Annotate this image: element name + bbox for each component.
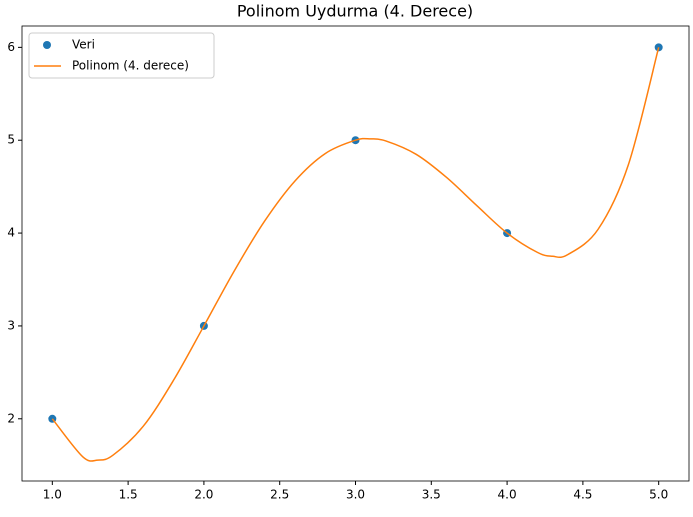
x-tick-label: 1.0 [43, 488, 62, 502]
y-tick-label: 5 [7, 133, 15, 147]
y-tick-label: 2 [7, 411, 15, 425]
legend-label: Polinom (4. derece) [72, 59, 189, 73]
plot-frame [21, 25, 690, 482]
x-tick-label: 3.5 [422, 488, 441, 502]
y-tick-label: 4 [7, 226, 15, 240]
y-tick-label: 3 [7, 318, 15, 332]
x-tick-label: 4.5 [573, 488, 592, 502]
legend-marker [43, 41, 51, 49]
x-tick-label: 4.0 [498, 488, 517, 502]
x-tick-label: 3.0 [346, 488, 365, 502]
x-tick-label: 1.5 [119, 488, 138, 502]
chart-title: Polinom Uydurma (4. Derece) [237, 2, 473, 21]
x-tick-label: 5.0 [649, 488, 668, 502]
x-tick-label: 2.0 [194, 488, 213, 502]
y-tick-label: 6 [7, 40, 15, 54]
legend-box [28, 32, 215, 79]
poly-line [51, 47, 660, 462]
legend-label: Veri [72, 38, 95, 52]
x-tick-label: 2.5 [270, 488, 289, 502]
